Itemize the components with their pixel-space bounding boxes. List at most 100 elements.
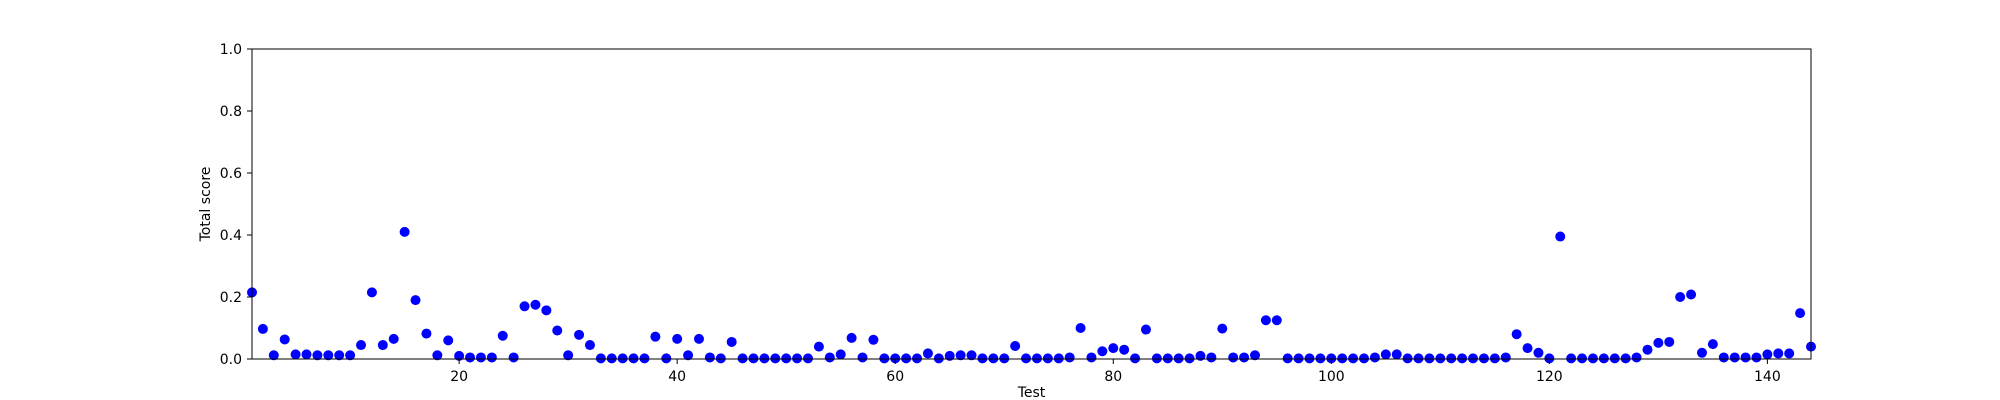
- data-point: [1195, 350, 1206, 361]
- data-points: [247, 226, 1816, 364]
- data-point: [1119, 344, 1130, 355]
- data-point: [1228, 352, 1239, 363]
- data-point: [1522, 343, 1533, 354]
- data-point: [1249, 350, 1260, 361]
- data-point: [486, 352, 497, 363]
- data-point: [1566, 353, 1577, 364]
- data-point: [824, 352, 835, 363]
- data-point: [933, 353, 944, 364]
- data-point: [650, 331, 661, 342]
- data-point: [1500, 352, 1511, 363]
- data-point: [1489, 353, 1500, 364]
- data-point: [1457, 353, 1468, 364]
- data-point: [879, 353, 890, 364]
- data-point: [563, 350, 574, 361]
- data-point: [268, 350, 279, 361]
- data-point: [759, 353, 770, 364]
- data-point: [1686, 289, 1697, 300]
- data-point: [443, 335, 454, 346]
- data-point: [1140, 324, 1151, 335]
- y-tick-label: 0.2: [220, 290, 242, 306]
- data-point: [1468, 353, 1479, 364]
- data-point: [748, 353, 759, 364]
- data-point: [1293, 353, 1304, 364]
- data-point: [726, 336, 737, 347]
- data-point: [257, 323, 268, 334]
- data-point: [781, 353, 792, 364]
- x-axis-ticks: 20 40 60 80 100 120 140: [450, 359, 1781, 385]
- data-point: [1304, 353, 1315, 364]
- data-point: [1271, 315, 1282, 326]
- data-point: [792, 353, 803, 364]
- y-tick-label: 1.0: [220, 42, 242, 58]
- x-tick-label: 100: [1318, 369, 1345, 385]
- data-point: [1609, 353, 1620, 364]
- data-point: [1097, 346, 1108, 357]
- data-point: [1696, 347, 1707, 358]
- data-point: [301, 349, 312, 360]
- data-point: [1369, 352, 1380, 363]
- data-point: [606, 353, 617, 364]
- data-point: [279, 334, 290, 345]
- data-point: [454, 350, 465, 361]
- data-point: [890, 353, 901, 364]
- data-point: [1707, 339, 1718, 350]
- data-point: [1075, 323, 1086, 333]
- data-point: [388, 333, 399, 344]
- data-point: [628, 353, 639, 364]
- data-point: [323, 350, 334, 361]
- data-point: [1773, 348, 1784, 359]
- data-point: [1446, 353, 1457, 364]
- data-point: [1402, 353, 1413, 364]
- data-point: [1533, 347, 1544, 358]
- data-point: [1086, 352, 1097, 363]
- data-point: [1478, 353, 1489, 364]
- data-point: [1326, 353, 1337, 364]
- data-point: [704, 352, 715, 363]
- data-point: [1664, 336, 1675, 347]
- data-point: [1130, 353, 1141, 364]
- data-point: [1391, 349, 1402, 360]
- data-point: [1795, 308, 1806, 319]
- data-point: [1729, 352, 1740, 363]
- data-point: [944, 350, 955, 361]
- data-point: [1577, 353, 1588, 364]
- data-point: [508, 352, 519, 363]
- data-point: [1359, 353, 1370, 364]
- data-point: [290, 349, 301, 360]
- data-point: [1260, 315, 1271, 326]
- data-point: [519, 301, 530, 312]
- data-point: [465, 352, 476, 363]
- data-point: [1173, 353, 1184, 364]
- data-point: [1337, 353, 1348, 364]
- data-point: [966, 350, 977, 361]
- data-point: [1751, 352, 1762, 363]
- data-point: [1064, 352, 1075, 363]
- data-point: [1380, 349, 1391, 360]
- data-point: [1784, 348, 1795, 359]
- x-tick-label: 60: [886, 369, 904, 385]
- data-point: [1184, 353, 1195, 364]
- data-point: [1435, 353, 1446, 364]
- plot-area-frame: [251, 48, 1812, 360]
- y-tick-label: 0.8: [220, 104, 242, 120]
- data-point: [1021, 353, 1032, 364]
- data-point: [803, 353, 814, 364]
- data-point: [1151, 353, 1162, 364]
- data-point: [1217, 323, 1228, 334]
- data-point: [1315, 353, 1326, 364]
- data-point: [1053, 353, 1064, 364]
- data-point: [574, 329, 585, 340]
- data-point: [1282, 353, 1293, 364]
- y-tick-label: 0.6: [220, 166, 242, 182]
- data-point: [475, 352, 486, 363]
- data-point: [1740, 352, 1751, 363]
- data-point: [410, 295, 421, 306]
- data-point: [672, 333, 683, 344]
- data-point: [1108, 343, 1119, 354]
- data-point: [770, 353, 781, 364]
- data-point: [1620, 353, 1631, 364]
